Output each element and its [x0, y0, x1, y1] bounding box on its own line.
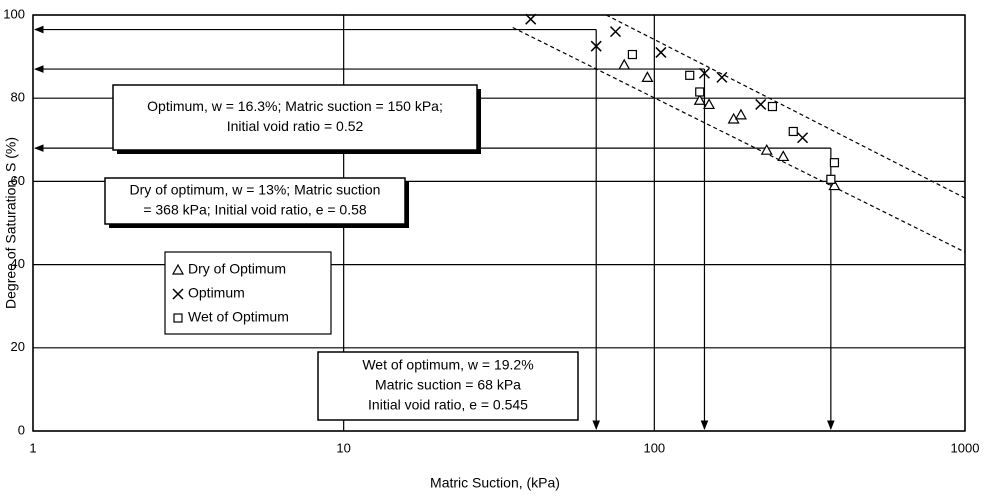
plot-frame	[32, 14, 966, 432]
point	[829, 158, 840, 168]
point	[695, 87, 705, 97]
x-axis-label: Matric Suction, (kPa)	[430, 475, 560, 491]
annotation-text: Initial void ratio = 0.52	[227, 118, 364, 134]
point	[767, 101, 778, 112]
annotation-box	[112, 84, 478, 151]
legend-label: Optimum	[188, 285, 245, 301]
legend-label: Wet of Optimum	[188, 309, 289, 325]
point	[777, 150, 790, 162]
y-tick-label: 60	[11, 173, 25, 188]
point	[641, 71, 654, 82]
point	[826, 174, 836, 184]
point	[655, 46, 667, 58]
point	[788, 126, 798, 137]
legend-box	[164, 251, 332, 335]
legend-marker	[173, 313, 183, 323]
point	[703, 98, 716, 110]
x-tick-label: 10	[336, 440, 350, 455]
annotation-box	[104, 177, 406, 225]
point	[698, 67, 710, 79]
point	[760, 143, 773, 155]
annotation-box	[317, 351, 579, 421]
y-tick-label: 100	[3, 6, 25, 21]
annotation-text: Initial void ratio, e = 0.545	[368, 397, 528, 413]
point	[828, 179, 841, 191]
bound-line	[512, 26, 966, 253]
point	[716, 71, 728, 83]
point	[734, 108, 747, 120]
legend-marker	[171, 263, 185, 275]
point	[685, 70, 695, 80]
x-tick-label: 1	[29, 440, 36, 455]
x-tick-label: 1000	[951, 440, 980, 455]
annotation-text: Optimum, w = 16.3%; Matric suction = 150…	[147, 98, 443, 114]
y-tick-label: 0	[18, 422, 25, 437]
legend-marker	[172, 288, 184, 300]
point	[609, 26, 622, 38]
point	[693, 94, 706, 105]
point	[797, 132, 809, 144]
x-tick-label: 100	[643, 440, 665, 455]
bound-line	[605, 14, 966, 199]
point	[525, 13, 537, 25]
point	[590, 40, 602, 52]
point	[618, 58, 631, 70]
point	[627, 49, 638, 60]
y-tick-label: 20	[11, 339, 25, 354]
y-tick-label: 80	[11, 90, 25, 105]
point	[755, 98, 767, 110]
annotation-text: = 368 kPa; Initial void ratio, e = 0.58	[143, 202, 367, 218]
y-axis-label: Degree of Saturation, S (%)	[3, 137, 19, 309]
annotation-text: Matric suction = 68 kPa	[375, 377, 521, 393]
legend-label: Dry of Optimum	[188, 261, 286, 277]
annotation-text: Dry of optimum, w = 13%; Matric suction	[130, 182, 381, 198]
y-tick-label: 40	[11, 256, 25, 271]
annotation-text: Wet of optimum, w = 19.2%	[362, 357, 533, 373]
